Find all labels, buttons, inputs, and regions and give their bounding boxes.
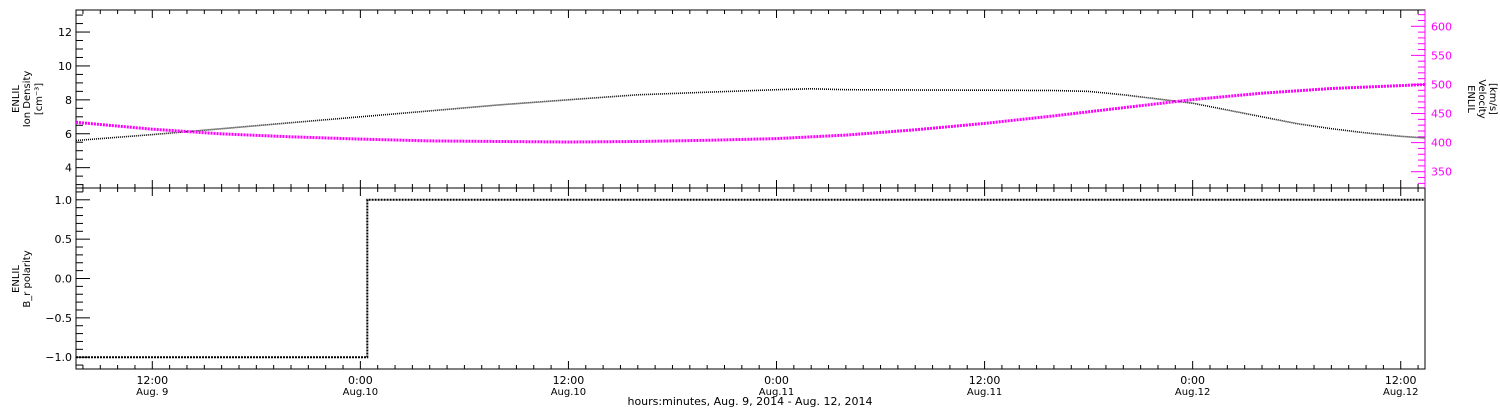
series-group [75, 83, 1426, 359]
x-tick-label-time: 12:00 [553, 374, 585, 387]
velocity-tick-label: 350 [1431, 166, 1452, 179]
x-tick-label-date: Aug.12 [1383, 387, 1418, 398]
density-series-line [75, 87, 1426, 142]
top-panel-frame [75, 9, 1426, 189]
density-tick-label: 8 [65, 94, 72, 107]
density-tick-label: 12 [58, 26, 72, 39]
velocity-axis-title-line3: [km/s] [1487, 83, 1498, 115]
density-axis-title-line2: Ion Density [22, 71, 33, 128]
velocity-series-line [75, 83, 1426, 144]
velocity-tick-label: 450 [1431, 108, 1452, 121]
density-axis-title-line1: ENLIL [11, 85, 22, 113]
density-axis-title-line3: [cm⁻³] [34, 83, 45, 115]
velocity-axis-title-line2: Velocity [1476, 79, 1487, 118]
density-tick-label: 6 [65, 128, 72, 141]
density-tick-label: 4 [65, 162, 72, 175]
x-tick-label-date: Aug.11 [759, 387, 794, 398]
x-tick-label-time: 12:00 [969, 374, 1001, 387]
polarity-tick-label: −1.0 [45, 351, 72, 364]
polarity-axis: 1.0 0.5 0.0 −0.5 −1.0 [45, 191, 90, 366]
x-tick-label-time: 12:00 [136, 374, 168, 387]
velocity-tick-label: 400 [1431, 137, 1452, 150]
velocity-tick-label: 500 [1431, 78, 1452, 91]
polarity-tick-label: 0.0 [55, 273, 73, 286]
polarity-axis-title-line1: ENLIL [11, 265, 22, 293]
x-tick-label-date: Aug.12 [1175, 387, 1210, 398]
x-tick-label-date: Aug.10 [551, 387, 586, 398]
velocity-axis: 350 400 450 500 550 600 [1411, 10, 1452, 188]
velocity-tick-label: 600 [1431, 20, 1452, 33]
x-axis-ticks [82, 10, 1419, 369]
polarity-axis-title-line2: B_r polarity [22, 250, 33, 307]
x-tick-label-date: Aug. 9 [136, 387, 168, 398]
polarity-tick-label: 1.0 [55, 194, 73, 207]
velocity-tick-label: 550 [1431, 49, 1452, 62]
polarity-series-line [76, 198, 1425, 359]
velocity-axis-title-line1: ENLIL [1465, 85, 1476, 113]
x-tick-label-time: 0:00 [348, 374, 373, 387]
density-axis: 4 6 8 10 12 [58, 14, 90, 186]
polarity-tick-label: −0.5 [45, 312, 72, 325]
x-tick-label-time: 12:00 [1385, 374, 1417, 387]
bottom-panel-frame [75, 187, 1426, 370]
x-tick-label-date: Aug.10 [343, 387, 378, 398]
x-axis-title: hours:minutes, Aug. 9, 2014 - Aug. 12, 2… [627, 395, 872, 408]
x-tick-label-time: 0:00 [1180, 374, 1205, 387]
density-tick-label: 10 [58, 60, 72, 73]
x-tick-label-time: 0:00 [764, 374, 789, 387]
x-tick-label-date: Aug.11 [967, 387, 1002, 398]
polarity-tick-label: 0.5 [55, 233, 73, 246]
